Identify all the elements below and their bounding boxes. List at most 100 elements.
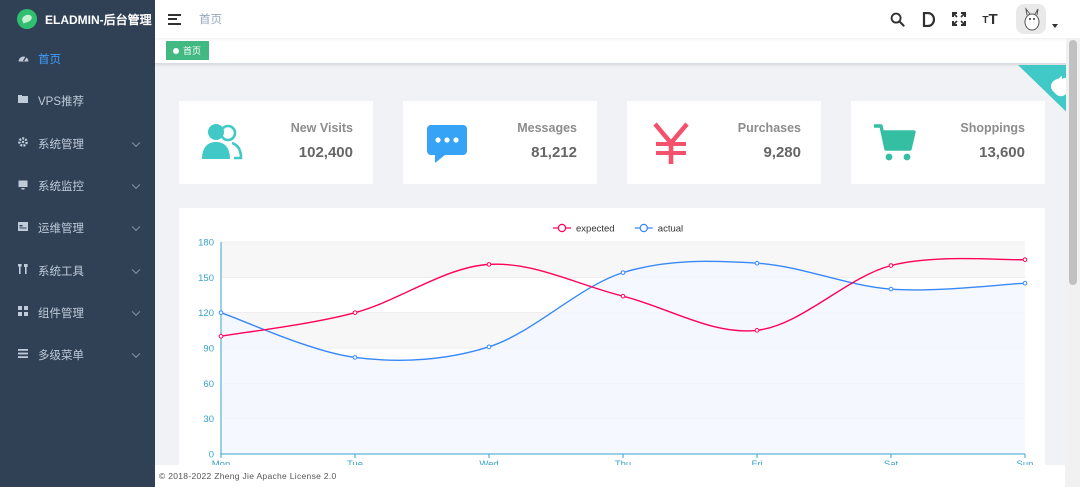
sidebar-item-label: 运维管理 [38, 223, 84, 236]
app-title: ELADMIN-后台管理 [45, 12, 152, 27]
card-text: Messages 81,212 [517, 121, 577, 161]
tag-label: 首页 [183, 46, 202, 56]
sidebar-item-label: 系统工具 [38, 265, 84, 278]
series-area-actual [221, 261, 1025, 454]
user-avatar[interactable] [1016, 4, 1046, 34]
scrollbar[interactable] [1066, 38, 1080, 487]
data-point-expected [352, 310, 358, 315]
hamburger-menu-icon[interactable] [168, 13, 181, 25]
card-label: New Visits [290, 121, 353, 135]
y-tick-label: 90 [203, 344, 214, 355]
footer-copyright: © 2018-2022 Zheng Jie Apache License 2.0 [159, 471, 337, 481]
x-tick-label: Tue [347, 459, 363, 468]
card-value: 9,280 [763, 144, 801, 161]
data-point-actual [218, 310, 224, 315]
sidebar-item-5[interactable]: 系统工具 [0, 249, 155, 291]
message-icon [425, 121, 469, 165]
document-icon[interactable] [920, 11, 936, 27]
logo-leaf-icon [17, 9, 37, 29]
search-icon[interactable] [889, 11, 905, 27]
y-tick-label: 0 [209, 450, 214, 461]
x-tick-label: Thu [615, 459, 631, 468]
sidebar-item-0[interactable]: 首页 [0, 38, 155, 80]
x-tick-label: Sat [884, 459, 899, 468]
legend-label-expected: expected [576, 224, 615, 235]
card-value: 102,400 [298, 144, 353, 161]
sidebar-item-3[interactable]: 系统监控 [0, 165, 155, 207]
y-tick-label: 120 [198, 308, 214, 319]
data-point-expected [486, 262, 492, 267]
line-chart: 0 30 60 90 120 150 180 Mon Tue Wed Thu Fri Sat Sun exp… [198, 223, 1034, 469]
stat-card-new-visits[interactable]: New Visits 102,400 [179, 101, 373, 184]
data-point-expected [620, 293, 626, 299]
x-tick-label: Sun [1017, 459, 1034, 468]
monitor-icon [16, 180, 30, 193]
breadcrumb[interactable]: 首页 [199, 14, 222, 26]
sidebar-item-label: VPS推荐 [38, 96, 85, 109]
card-label: Shoppings [960, 121, 1025, 135]
peoples-icon [201, 121, 245, 165]
y-tick-label: 60 [203, 379, 214, 390]
card-label: Messages [517, 121, 577, 135]
legend-marker-actual [639, 223, 648, 233]
sidebar-menu: 首页 VPS推荐系统管理系统监控运维管理系统工具组件管理多级菜单 [0, 38, 155, 376]
chevron-down-icon [131, 307, 141, 316]
tools-icon [16, 264, 30, 277]
grid-icon [16, 306, 30, 319]
tag-home[interactable]: 首页 [166, 41, 210, 60]
stat-card-shoppings[interactable]: Shoppings 13,600 [851, 101, 1045, 184]
card-text: Shoppings 13,600 [960, 121, 1025, 161]
data-point-actual [888, 286, 894, 292]
sidebar-item-label: 系统监控 [38, 181, 84, 194]
tag-active-dot [173, 47, 179, 54]
dashboard-icon [16, 53, 30, 65]
card-value: 81,212 [531, 144, 577, 161]
sidebar-item-2[interactable]: 系统管理 [0, 123, 155, 165]
chevron-down-icon [131, 222, 141, 232]
sidebar-item-6[interactable]: 组件管理 [0, 292, 155, 334]
stat-card-messages[interactable]: Messages 81,212 [403, 101, 597, 184]
gear-icon [16, 137, 30, 150]
card-value: 13,600 [979, 144, 1025, 161]
server-icon [16, 95, 30, 107]
sidebar-item-4[interactable]: 运维管理 [0, 207, 155, 249]
server-rack-icon [16, 222, 30, 234]
list-icon [16, 349, 30, 361]
y-tick-label: 150 [198, 273, 214, 284]
chevron-down-icon[interactable] [1052, 24, 1058, 28]
card-text: New Visits 102,400 [291, 121, 353, 161]
data-point-expected [1022, 257, 1028, 262]
chevron-down-icon [131, 349, 141, 359]
stat-card-purchases[interactable]: Purchases 9,280 [627, 101, 821, 184]
chevron-down-icon [131, 138, 141, 147]
data-point-actual [1022, 280, 1028, 286]
app-logo[interactable]: ELADMIN-后台管理 [0, 0, 155, 38]
y-tick-label: 180 [198, 238, 214, 249]
footer: © 2018-2022 Zheng Jie Apache License 2.0 [155, 465, 1065, 487]
stat-cards: New Visits 102,400 Messages 81,212 Purch… [179, 101, 1045, 184]
sidebar-item-label: 首页 [38, 54, 61, 67]
shopping-cart-icon [873, 121, 917, 165]
x-tick-label: Fri [751, 459, 762, 468]
chevron-down-icon [131, 265, 141, 274]
data-point-expected [218, 333, 224, 339]
sidebar-item-7[interactable]: 多级菜单 [0, 334, 155, 376]
scrollbar-thumb[interactable] [1069, 40, 1077, 285]
chevron-down-icon [131, 180, 141, 190]
sidebar-item-label: 多级菜单 [38, 350, 84, 363]
data-point-expected [888, 263, 894, 268]
data-point-actual [352, 355, 358, 360]
data-point-actual [620, 270, 626, 275]
x-tick-label: Mon [212, 459, 230, 468]
sidebar-item-label: 组件管理 [38, 307, 84, 320]
data-point-actual [754, 260, 760, 266]
sidebar-item-1[interactable]: VPS推荐 [0, 80, 155, 122]
fullscreen-icon[interactable] [951, 11, 967, 27]
card-label: Purchases [737, 121, 801, 135]
data-point-actual [486, 344, 492, 350]
sidebar: ELADMIN-后台管理 首页 VPS推荐系统管理系统监控运维管理系统工具组件管理… [0, 0, 155, 487]
